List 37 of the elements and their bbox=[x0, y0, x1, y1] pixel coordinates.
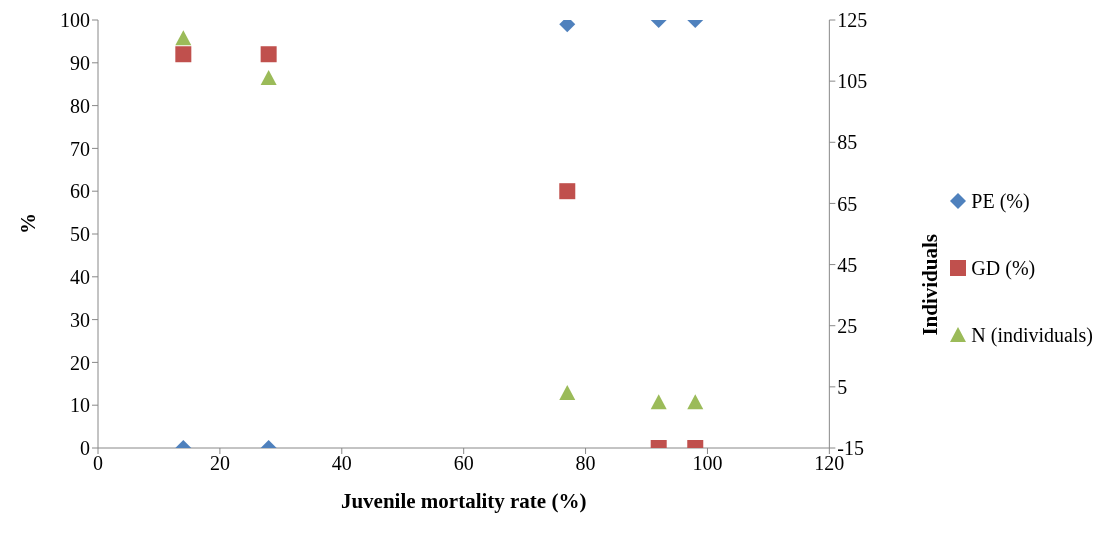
y-tick-label: 90 bbox=[70, 51, 90, 74]
x-tick-label: 80 bbox=[575, 452, 596, 475]
y2-tick-label: 85 bbox=[837, 131, 858, 154]
y-tick-label: 100 bbox=[60, 9, 90, 32]
y-tick-label: 10 bbox=[70, 394, 90, 417]
legend-label: GD (%) bbox=[971, 256, 1036, 280]
y2-tick-label: 25 bbox=[837, 314, 858, 337]
point bbox=[650, 394, 667, 410]
legend-label: N (individuals) bbox=[971, 323, 1093, 347]
y2-tick-label: 125 bbox=[837, 9, 868, 32]
point bbox=[260, 70, 277, 86]
y-tick-label: 30 bbox=[70, 308, 90, 331]
x-tick-label: 100 bbox=[692, 452, 723, 475]
y-tick-label: 40 bbox=[70, 265, 90, 288]
y-tick-label: 60 bbox=[70, 180, 90, 203]
y2-tick-label: 65 bbox=[837, 192, 858, 215]
y-axis-title: % bbox=[16, 213, 41, 234]
x-tick-label: 20 bbox=[209, 452, 230, 475]
y-tick-label: 80 bbox=[70, 94, 90, 117]
y2-tick-label: 5 bbox=[837, 375, 848, 398]
point bbox=[175, 30, 192, 46]
point bbox=[559, 183, 576, 200]
x-tick-label: 60 bbox=[453, 452, 474, 475]
x-tick-label: 40 bbox=[331, 452, 352, 475]
y-tick-label: 70 bbox=[70, 137, 90, 160]
point bbox=[687, 394, 704, 410]
y2-tick-label: 45 bbox=[837, 253, 858, 276]
y2-axis-title: Individuals bbox=[917, 234, 942, 336]
legend-label: PE (%) bbox=[971, 189, 1030, 213]
y-tick-label: 50 bbox=[70, 223, 90, 246]
point bbox=[260, 46, 277, 63]
point bbox=[559, 384, 576, 400]
y-tick-label: 0 bbox=[80, 437, 90, 460]
y-tick-label: 20 bbox=[70, 351, 90, 374]
x-axis-title: Juvenile mortality rate (%) bbox=[340, 489, 587, 513]
point bbox=[175, 46, 192, 63]
y2-tick-label: 105 bbox=[837, 70, 868, 93]
